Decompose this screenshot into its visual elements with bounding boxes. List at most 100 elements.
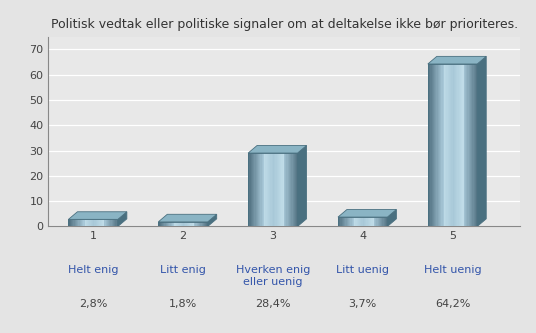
Polygon shape: [477, 56, 486, 226]
Polygon shape: [165, 222, 166, 226]
Polygon shape: [81, 219, 82, 226]
Polygon shape: [450, 64, 451, 226]
Polygon shape: [203, 222, 204, 226]
Polygon shape: [162, 222, 163, 226]
Polygon shape: [433, 64, 434, 226]
Polygon shape: [359, 217, 360, 226]
Polygon shape: [379, 217, 380, 226]
Polygon shape: [355, 217, 356, 226]
Polygon shape: [90, 219, 91, 226]
Polygon shape: [264, 153, 265, 226]
Polygon shape: [270, 153, 272, 226]
Polygon shape: [281, 153, 282, 226]
Polygon shape: [356, 217, 358, 226]
Polygon shape: [73, 219, 75, 226]
Polygon shape: [360, 217, 361, 226]
Polygon shape: [206, 222, 208, 226]
Polygon shape: [428, 56, 486, 64]
Text: 64,2%: 64,2%: [435, 299, 470, 309]
Polygon shape: [460, 64, 461, 226]
Polygon shape: [381, 217, 383, 226]
Polygon shape: [277, 153, 278, 226]
Polygon shape: [187, 222, 188, 226]
Polygon shape: [438, 64, 439, 226]
Polygon shape: [199, 222, 200, 226]
Polygon shape: [176, 222, 177, 226]
Polygon shape: [160, 222, 161, 226]
Text: 1,8%: 1,8%: [169, 299, 197, 309]
Polygon shape: [72, 219, 73, 226]
Polygon shape: [375, 217, 376, 226]
Polygon shape: [268, 153, 269, 226]
Polygon shape: [349, 217, 351, 226]
Polygon shape: [446, 64, 448, 226]
Polygon shape: [95, 219, 97, 226]
Polygon shape: [85, 219, 86, 226]
Polygon shape: [173, 222, 174, 226]
Polygon shape: [472, 64, 473, 226]
Polygon shape: [429, 64, 430, 226]
Polygon shape: [183, 222, 184, 226]
Polygon shape: [445, 64, 446, 226]
Polygon shape: [354, 217, 355, 226]
Polygon shape: [204, 222, 205, 226]
Polygon shape: [166, 222, 167, 226]
Polygon shape: [289, 153, 290, 226]
Polygon shape: [296, 153, 297, 226]
Polygon shape: [468, 64, 470, 226]
Polygon shape: [86, 219, 87, 226]
Polygon shape: [94, 219, 95, 226]
Polygon shape: [358, 217, 359, 226]
Polygon shape: [265, 153, 267, 226]
Polygon shape: [470, 64, 471, 226]
Polygon shape: [115, 219, 117, 226]
Polygon shape: [102, 219, 103, 226]
Polygon shape: [208, 214, 217, 226]
Polygon shape: [254, 153, 256, 226]
Polygon shape: [367, 217, 368, 226]
Text: Hverken enig
eller uenig: Hverken enig eller uenig: [236, 265, 310, 287]
Polygon shape: [91, 219, 92, 226]
Polygon shape: [353, 217, 354, 226]
Polygon shape: [188, 222, 189, 226]
Polygon shape: [274, 153, 276, 226]
Polygon shape: [98, 219, 99, 226]
Polygon shape: [292, 153, 293, 226]
Polygon shape: [194, 222, 195, 226]
Polygon shape: [449, 64, 450, 226]
Polygon shape: [257, 153, 258, 226]
Polygon shape: [168, 222, 169, 226]
Polygon shape: [105, 219, 106, 226]
Polygon shape: [69, 212, 127, 219]
Polygon shape: [285, 153, 286, 226]
Polygon shape: [172, 222, 173, 226]
Polygon shape: [87, 219, 88, 226]
Polygon shape: [370, 217, 371, 226]
Polygon shape: [348, 217, 349, 226]
Polygon shape: [182, 222, 183, 226]
Polygon shape: [205, 222, 206, 226]
Polygon shape: [106, 219, 107, 226]
Polygon shape: [174, 222, 176, 226]
Polygon shape: [339, 217, 340, 226]
Polygon shape: [184, 222, 185, 226]
Polygon shape: [371, 217, 373, 226]
Polygon shape: [431, 64, 433, 226]
Text: Helt uenig: Helt uenig: [424, 265, 481, 275]
Polygon shape: [252, 153, 253, 226]
Polygon shape: [161, 222, 162, 226]
Text: Helt enig: Helt enig: [68, 265, 118, 275]
Polygon shape: [113, 219, 114, 226]
Polygon shape: [69, 219, 70, 226]
Polygon shape: [158, 214, 217, 222]
Polygon shape: [456, 64, 458, 226]
Polygon shape: [434, 64, 435, 226]
Polygon shape: [297, 146, 307, 226]
Polygon shape: [278, 153, 279, 226]
Polygon shape: [71, 219, 72, 226]
Polygon shape: [253, 153, 254, 226]
Polygon shape: [380, 217, 381, 226]
Polygon shape: [345, 217, 347, 226]
Polygon shape: [109, 219, 110, 226]
Polygon shape: [273, 153, 274, 226]
